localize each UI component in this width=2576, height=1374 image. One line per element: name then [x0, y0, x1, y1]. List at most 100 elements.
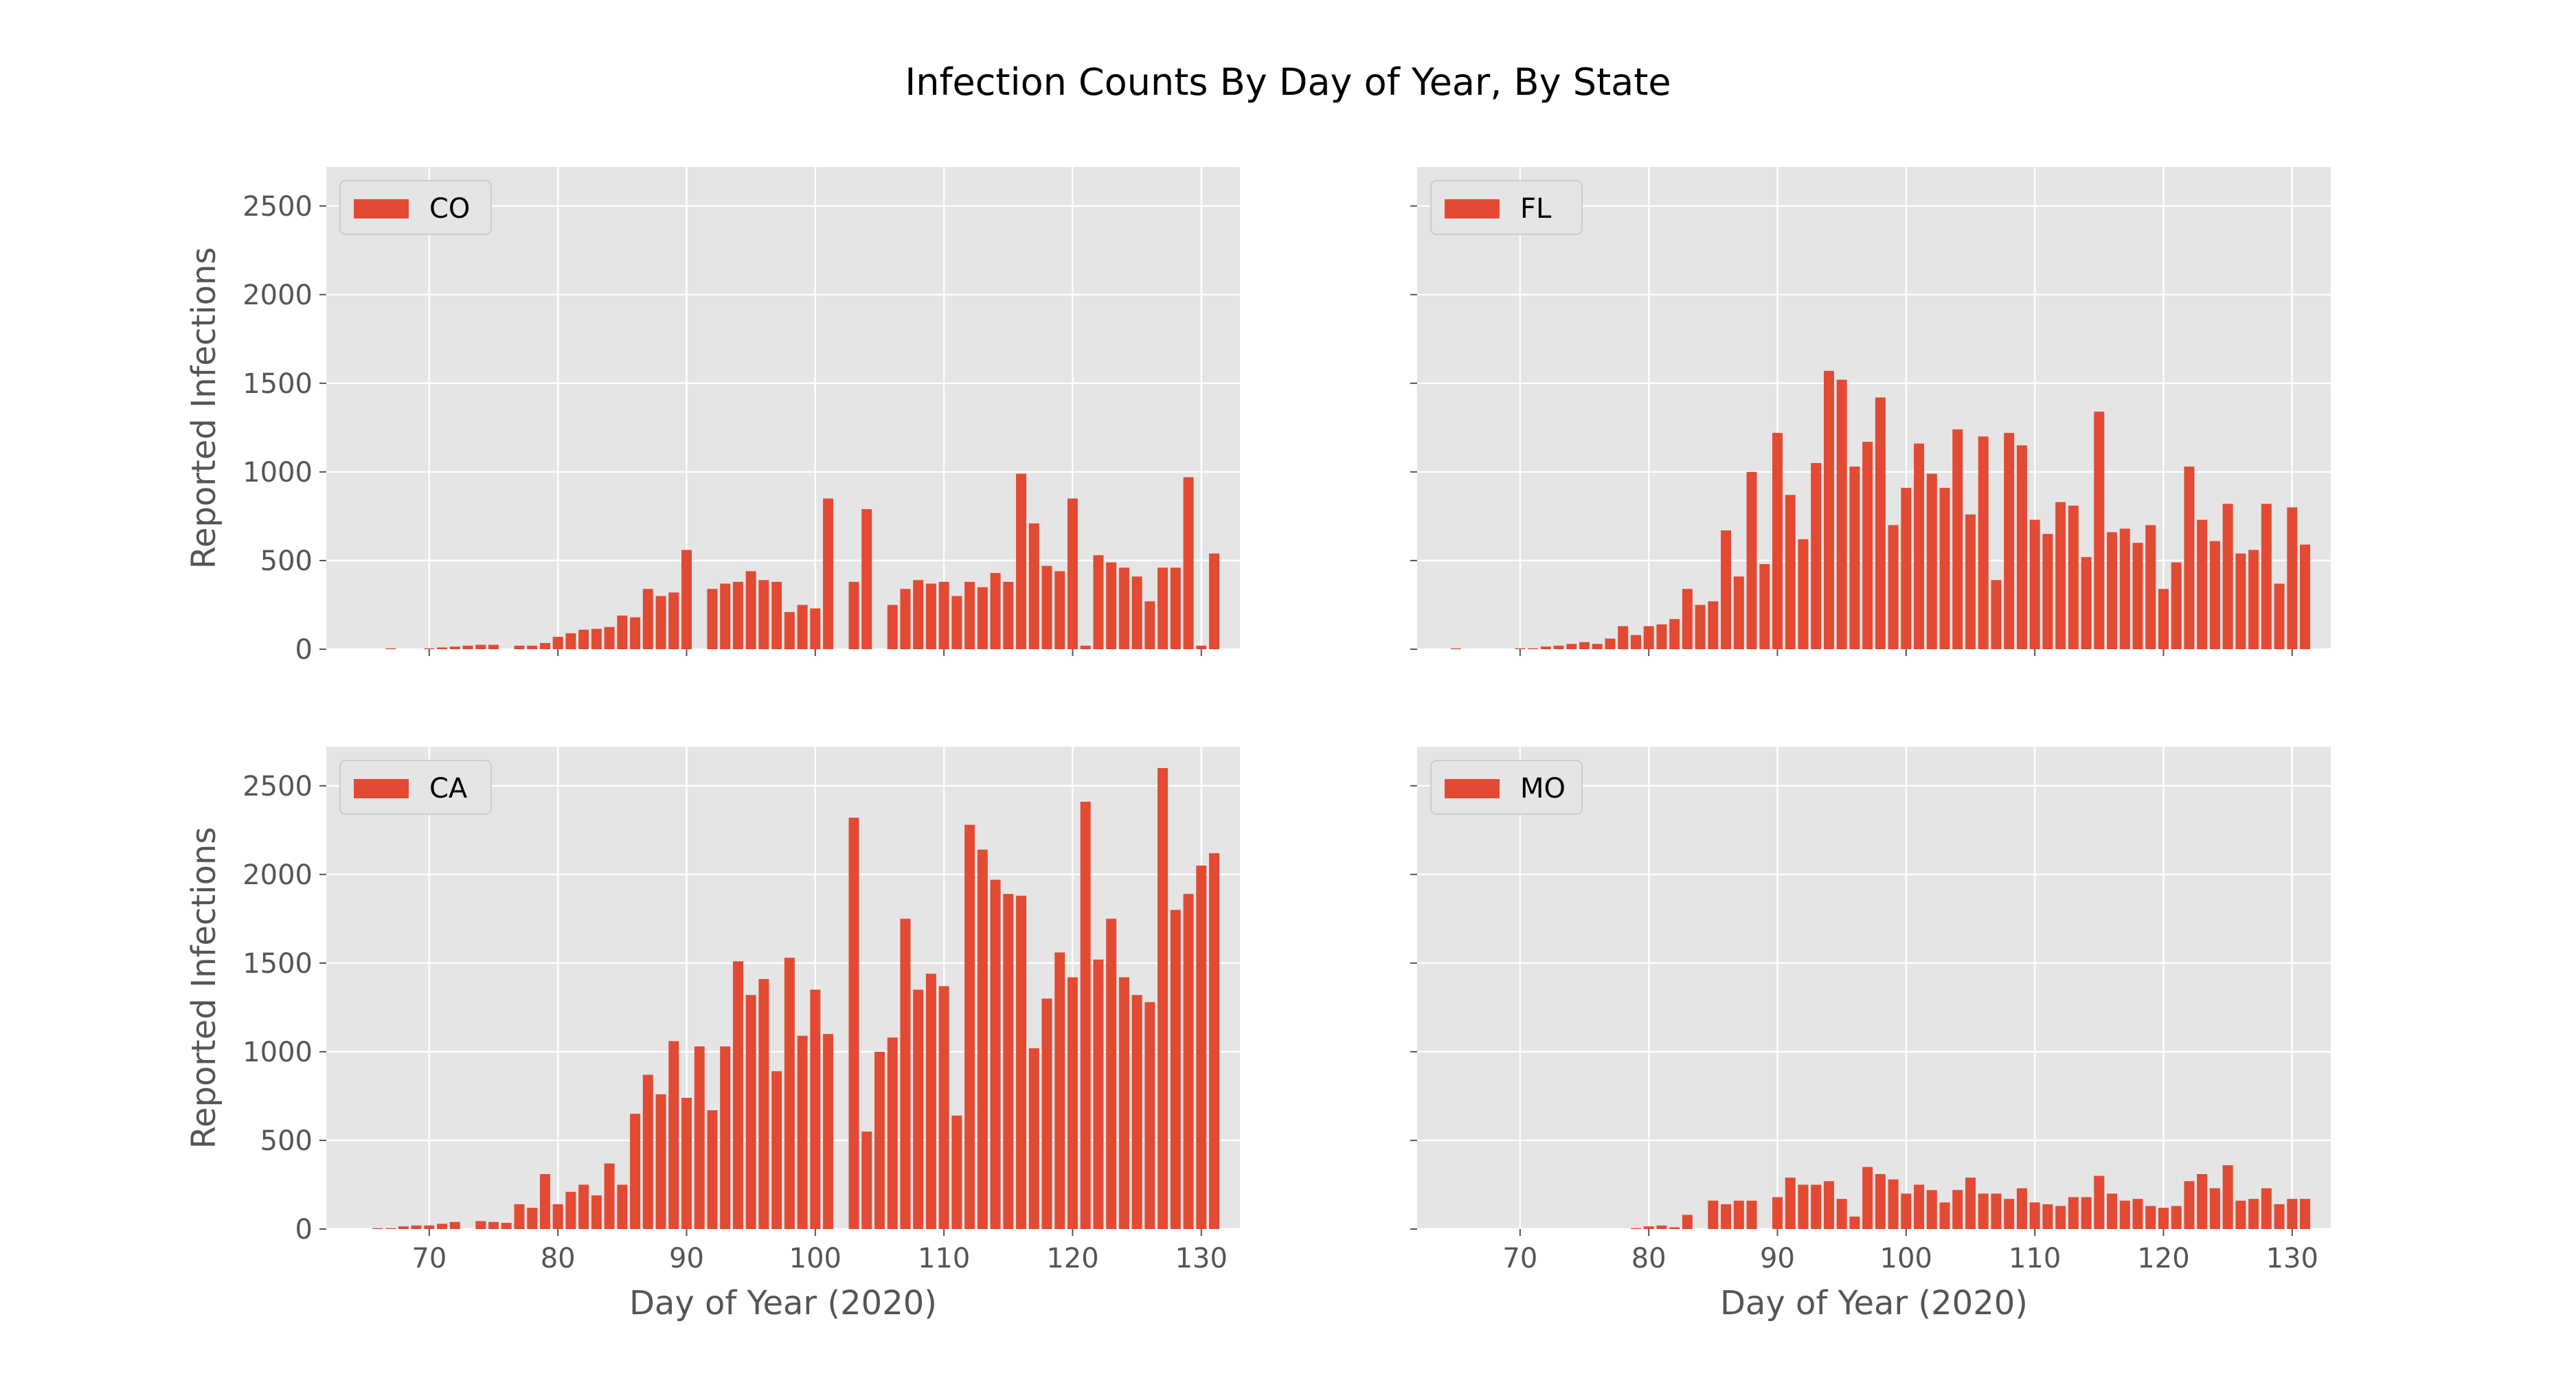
legend-label: CA: [429, 773, 468, 804]
x-tick-label: 120: [1046, 1243, 1098, 1274]
x-tick-label: 100: [789, 1243, 841, 1274]
bar: [552, 636, 563, 649]
x-tick-label: 110: [2009, 1243, 2061, 1274]
panel-ca: 0 500 1000 1500 2000 2500 70 80 90 100 110 120 130 Re…: [185, 747, 1240, 1322]
bar: [1183, 894, 1194, 1229]
bar: [1759, 564, 1770, 649]
legend-box: [1430, 760, 1583, 815]
bar: [1144, 601, 1155, 649]
bar: [732, 961, 743, 1229]
bar: [810, 989, 821, 1229]
bar: [1991, 1193, 2002, 1229]
bar: [2055, 1206, 2066, 1229]
bar: [913, 989, 924, 1229]
bar: [1054, 571, 1065, 649]
bar: [1823, 1181, 1834, 1229]
bar: [938, 581, 949, 649]
bar: [2029, 519, 2040, 649]
bar: [2004, 433, 2015, 649]
y-tick-label: 1000: [242, 1037, 313, 1068]
legend-box: [339, 760, 492, 815]
bar: [1131, 576, 1142, 649]
bar: [2055, 502, 2066, 649]
bar: [1041, 998, 1052, 1229]
bar: [797, 1035, 808, 1229]
bar: [964, 824, 975, 1229]
bar: [720, 583, 731, 649]
bar: [655, 596, 666, 649]
bar: [1118, 567, 1129, 649]
panel-fl: FL: [1410, 167, 2331, 656]
bar: [411, 1225, 422, 1229]
legend: CA: [339, 760, 492, 815]
bar: [604, 627, 615, 649]
bar: [1772, 433, 1783, 649]
bar: [1746, 471, 1757, 649]
y-tick-label: 500: [260, 1125, 313, 1157]
y-tick-label: 500: [260, 545, 313, 577]
bar: [642, 1074, 653, 1229]
bar: [990, 879, 1001, 1229]
bar: [1991, 580, 2002, 649]
x-tick-label: 70: [411, 1243, 447, 1274]
panel-mo: 70 80 90 100 110 120 130 Day of Year (2020) MO: [1410, 747, 2331, 1322]
bar: [2158, 589, 2169, 649]
bar: [2222, 1165, 2233, 1229]
bar: [771, 581, 782, 649]
bar: [977, 849, 988, 1229]
bar: [1041, 565, 1052, 649]
bar: [578, 629, 589, 649]
bar: [1682, 589, 1693, 649]
x-tick-label: 120: [2137, 1243, 2189, 1274]
x-tick-label: 90: [669, 1243, 704, 1274]
bar: [1798, 1184, 1809, 1229]
bar: [2016, 445, 2027, 649]
bar: [2209, 1188, 2220, 1229]
bar: [475, 1221, 486, 1229]
panel-co: 0 500 1000 1500 2000 2500 Reported Infections C…: [185, 167, 1240, 666]
bar: [900, 589, 911, 649]
legend: FL: [1430, 180, 1583, 235]
bar: [1721, 530, 1732, 649]
bar: [2081, 1197, 2092, 1229]
bar: [861, 509, 872, 649]
bar: [2158, 1208, 2169, 1229]
bar: [372, 1228, 383, 1229]
bar: [2235, 553, 2246, 649]
bar: [1708, 1200, 1719, 1229]
bar: [1849, 466, 1860, 649]
bar: [1733, 1200, 1744, 1229]
legend-swatch: [354, 199, 409, 218]
bar: [2042, 534, 2053, 649]
bar: [1106, 562, 1117, 649]
bar: [977, 587, 988, 649]
bar: [2068, 1197, 2079, 1229]
bar: [2300, 544, 2311, 649]
x-tick-label: 110: [918, 1243, 970, 1274]
bar: [681, 550, 692, 649]
y-tick-label: 0: [295, 634, 313, 666]
legend: CO: [339, 180, 492, 235]
bar: [1170, 910, 1181, 1229]
bar: [1682, 1215, 1693, 1229]
bar: [1157, 767, 1168, 1229]
bar: [2235, 1200, 2246, 1229]
bar: [642, 589, 653, 649]
bar: [1965, 514, 1976, 649]
bar: [1669, 619, 1680, 649]
bar: [2197, 519, 2208, 649]
bar: [424, 1225, 435, 1229]
bar: [2068, 505, 2079, 649]
bar: [1643, 626, 1654, 649]
bar: [1926, 1190, 1937, 1229]
y-tick-label: 2500: [242, 191, 313, 223]
bar: [900, 919, 911, 1229]
bar: [707, 589, 718, 649]
bar: [1656, 624, 1667, 649]
bar: [1836, 379, 1847, 649]
bar: [1939, 488, 1950, 649]
bar: [694, 1046, 705, 1229]
legend-swatch: [1445, 199, 1500, 218]
y-axis-label: Reported Infections: [185, 827, 223, 1149]
